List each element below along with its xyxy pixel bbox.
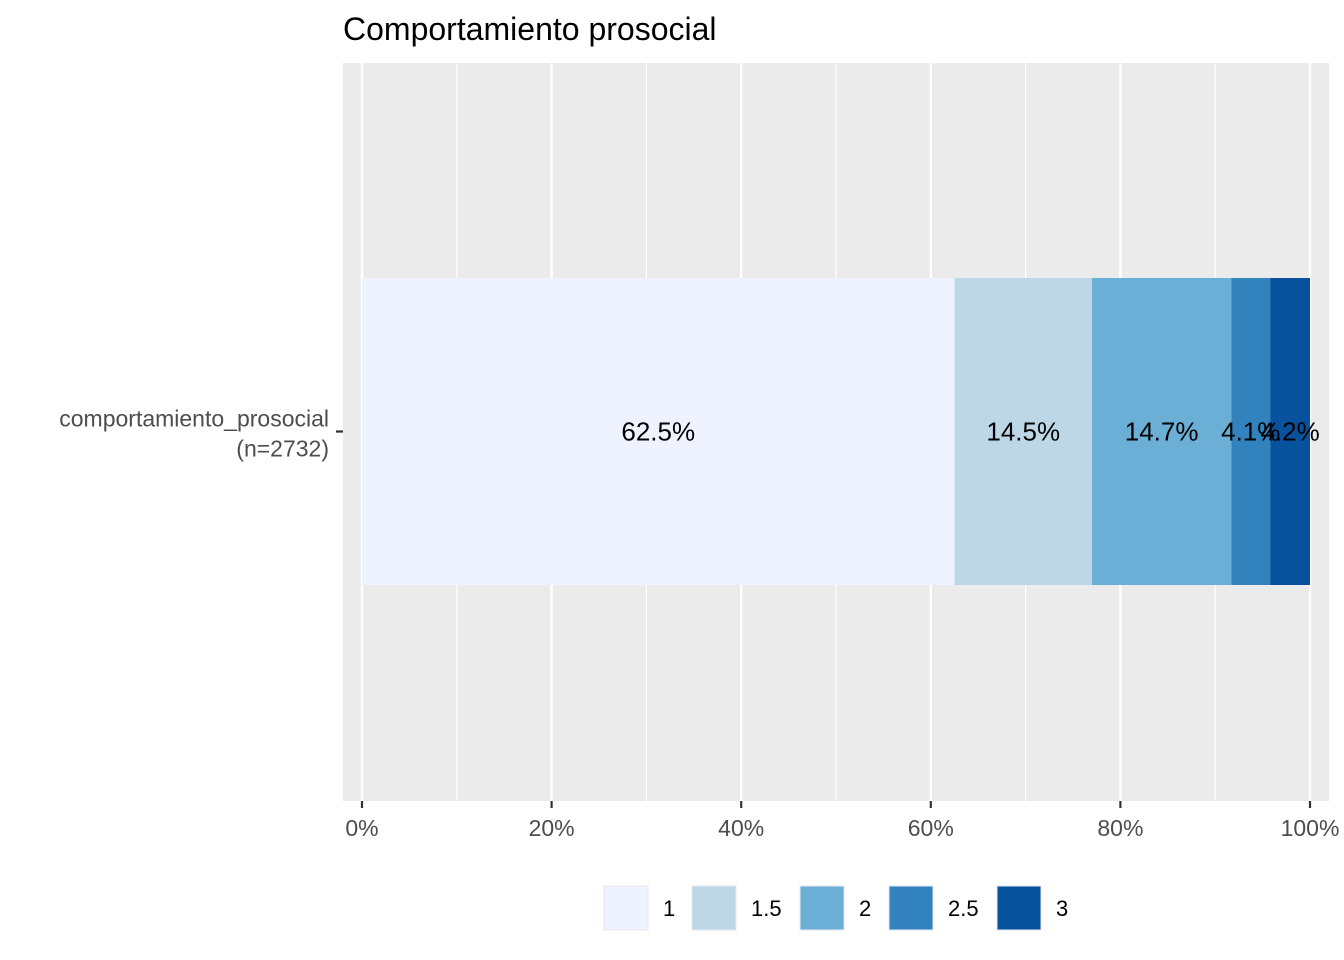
chart-title: Comportamiento prosocial bbox=[343, 11, 717, 47]
data-labels: 62.5% 14.5% 14.7% 4.1%4.2% bbox=[621, 417, 1319, 447]
x-tick-label: 100% bbox=[1281, 815, 1340, 841]
x-tick-label: 0% bbox=[345, 815, 378, 841]
x-tick-label: 20% bbox=[529, 815, 575, 841]
legend-key-3 bbox=[996, 885, 1042, 931]
bar-segment-1-5 bbox=[954, 278, 1092, 585]
x-tick-label: 40% bbox=[718, 815, 764, 841]
data-label: 4.2% bbox=[1260, 417, 1319, 447]
bar-segment-2 bbox=[1091, 278, 1232, 585]
data-label: 4.1% bbox=[1221, 417, 1280, 447]
y-axis: comportamiento_prosocial (n=2732) bbox=[59, 406, 343, 462]
bar-segments bbox=[362, 278, 1310, 585]
bar-segment-3 bbox=[1270, 278, 1310, 585]
legend: 1 1.5 2 2.5 3 bbox=[603, 885, 1068, 931]
data-label: 14.5% bbox=[986, 417, 1060, 447]
legend-label: 2 bbox=[859, 896, 871, 921]
x-tick-label: 60% bbox=[908, 815, 954, 841]
data-label: 14.7% bbox=[1125, 417, 1199, 447]
x-axis: 0% 20% 40% 60% 80% 100% bbox=[345, 801, 1339, 841]
legend-label: 1 bbox=[663, 896, 675, 921]
y-tick-label: comportamiento_prosocial (n=2732) bbox=[59, 406, 329, 462]
legend-key-2 bbox=[799, 885, 845, 931]
x-tick-label: 80% bbox=[1097, 815, 1143, 841]
legend-label: 2.5 bbox=[948, 896, 979, 921]
legend-label: 1.5 bbox=[751, 896, 782, 921]
bar-segment-1 bbox=[362, 278, 955, 585]
legend-key-1-5 bbox=[691, 885, 737, 931]
legend-key-1 bbox=[603, 885, 649, 931]
data-label: 62.5% bbox=[621, 417, 695, 447]
legend-label: 3 bbox=[1056, 896, 1068, 921]
bar-segment-2-5 bbox=[1231, 278, 1271, 585]
legend-key-2-5 bbox=[888, 885, 934, 931]
